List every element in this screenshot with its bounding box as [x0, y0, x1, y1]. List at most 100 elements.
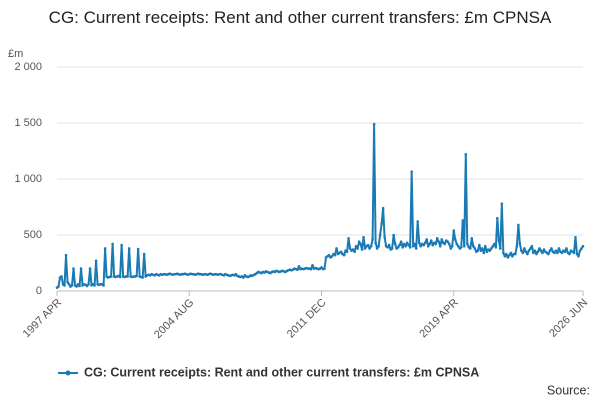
- data-point: [434, 242, 438, 246]
- data-point: [126, 275, 129, 278]
- data-point: [443, 242, 447, 246]
- data-point: [506, 256, 510, 259]
- legend-label: CG: Current receipts: Rent and other cur…: [84, 365, 479, 379]
- data-point: [67, 282, 71, 286]
- data-point: [323, 267, 326, 270]
- data-point: [342, 253, 346, 257]
- data-point: [553, 251, 556, 255]
- data-point: [414, 247, 418, 250]
- data-point: [416, 220, 419, 223]
- data-point: [411, 244, 415, 248]
- source: Source:: [547, 383, 590, 397]
- data-point: [575, 252, 579, 256]
- data-point: [438, 244, 442, 248]
- data-point: [94, 259, 98, 263]
- data-point: [484, 244, 487, 248]
- data-point: [431, 243, 435, 247]
- data-point: [374, 241, 377, 245]
- data-point: [347, 237, 350, 240]
- data-point: [462, 244, 466, 248]
- data-point: [399, 240, 403, 244]
- y-tick-label: 0: [36, 285, 42, 297]
- data-point: [456, 244, 460, 248]
- data-point: [514, 252, 517, 256]
- data-point: [345, 250, 349, 254]
- data-point: [357, 240, 361, 244]
- data-point: [85, 284, 89, 288]
- data-point: [459, 246, 463, 249]
- data-point: [103, 247, 107, 250]
- data-point: [402, 242, 406, 246]
- data-point: [360, 248, 364, 251]
- data-point: [482, 251, 486, 255]
- data-point: [461, 219, 465, 222]
- data-point: [422, 243, 425, 247]
- data-point: [417, 241, 421, 245]
- data-point: [135, 274, 138, 278]
- data-point: [390, 247, 394, 250]
- data-point: [405, 241, 409, 245]
- data-point: [447, 242, 451, 246]
- data-point: [547, 252, 550, 256]
- data-point: [354, 244, 358, 248]
- data-point: [383, 235, 386, 239]
- data-point: [330, 254, 334, 258]
- data-point: [70, 284, 74, 287]
- data-point: [532, 251, 535, 255]
- data-point: [408, 246, 412, 249]
- data-point: [538, 247, 541, 250]
- data-point: [565, 247, 568, 250]
- data-point: [362, 235, 365, 239]
- data-point: [136, 247, 140, 251]
- data-point: [426, 244, 430, 248]
- data-point: [449, 247, 453, 250]
- data-point: [471, 244, 475, 248]
- data-point: [393, 242, 397, 246]
- data-point: [66, 280, 69, 284]
- data-point: [500, 202, 504, 205]
- data-point: [435, 237, 439, 240]
- data-point: [87, 282, 90, 286]
- data-point: [542, 248, 546, 251]
- data-point: [556, 251, 559, 255]
- data-point: [464, 153, 468, 156]
- data-point: [372, 122, 376, 126]
- data-point: [574, 235, 577, 239]
- data-point: [141, 276, 144, 279]
- data-point: [509, 251, 513, 255]
- data-point: [111, 242, 114, 246]
- data-point: [503, 254, 507, 258]
- data-point: [535, 252, 538, 256]
- data-point: [381, 206, 385, 210]
- data-point: [429, 239, 433, 242]
- data-point: [375, 247, 379, 250]
- data-point: [557, 247, 561, 250]
- y-tick-label: 1 500: [14, 117, 42, 129]
- data-point: [75, 285, 78, 288]
- data-point: [481, 247, 484, 250]
- data-point: [386, 246, 389, 249]
- data-point: [57, 285, 60, 288]
- data-point: [515, 244, 519, 248]
- data-point: [490, 247, 493, 250]
- data-point: [518, 242, 522, 246]
- data-point: [78, 284, 81, 288]
- data-point: [548, 249, 552, 252]
- data-point: [468, 247, 472, 250]
- data-point: [296, 268, 299, 272]
- data-point: [496, 216, 499, 220]
- data-point: [529, 247, 532, 250]
- data-line: [56, 123, 584, 289]
- data-point: [327, 253, 331, 257]
- x-tick-label: 2019 APR: [417, 297, 461, 341]
- data-point: [423, 241, 427, 245]
- data-point: [401, 246, 404, 249]
- data-point: [568, 252, 571, 256]
- data-point: [297, 265, 301, 268]
- data-point: [440, 238, 444, 241]
- data-point: [398, 243, 401, 247]
- data-point: [371, 238, 374, 241]
- data-point: [234, 272, 238, 276]
- data-point: [577, 254, 580, 258]
- data-point: [79, 267, 83, 270]
